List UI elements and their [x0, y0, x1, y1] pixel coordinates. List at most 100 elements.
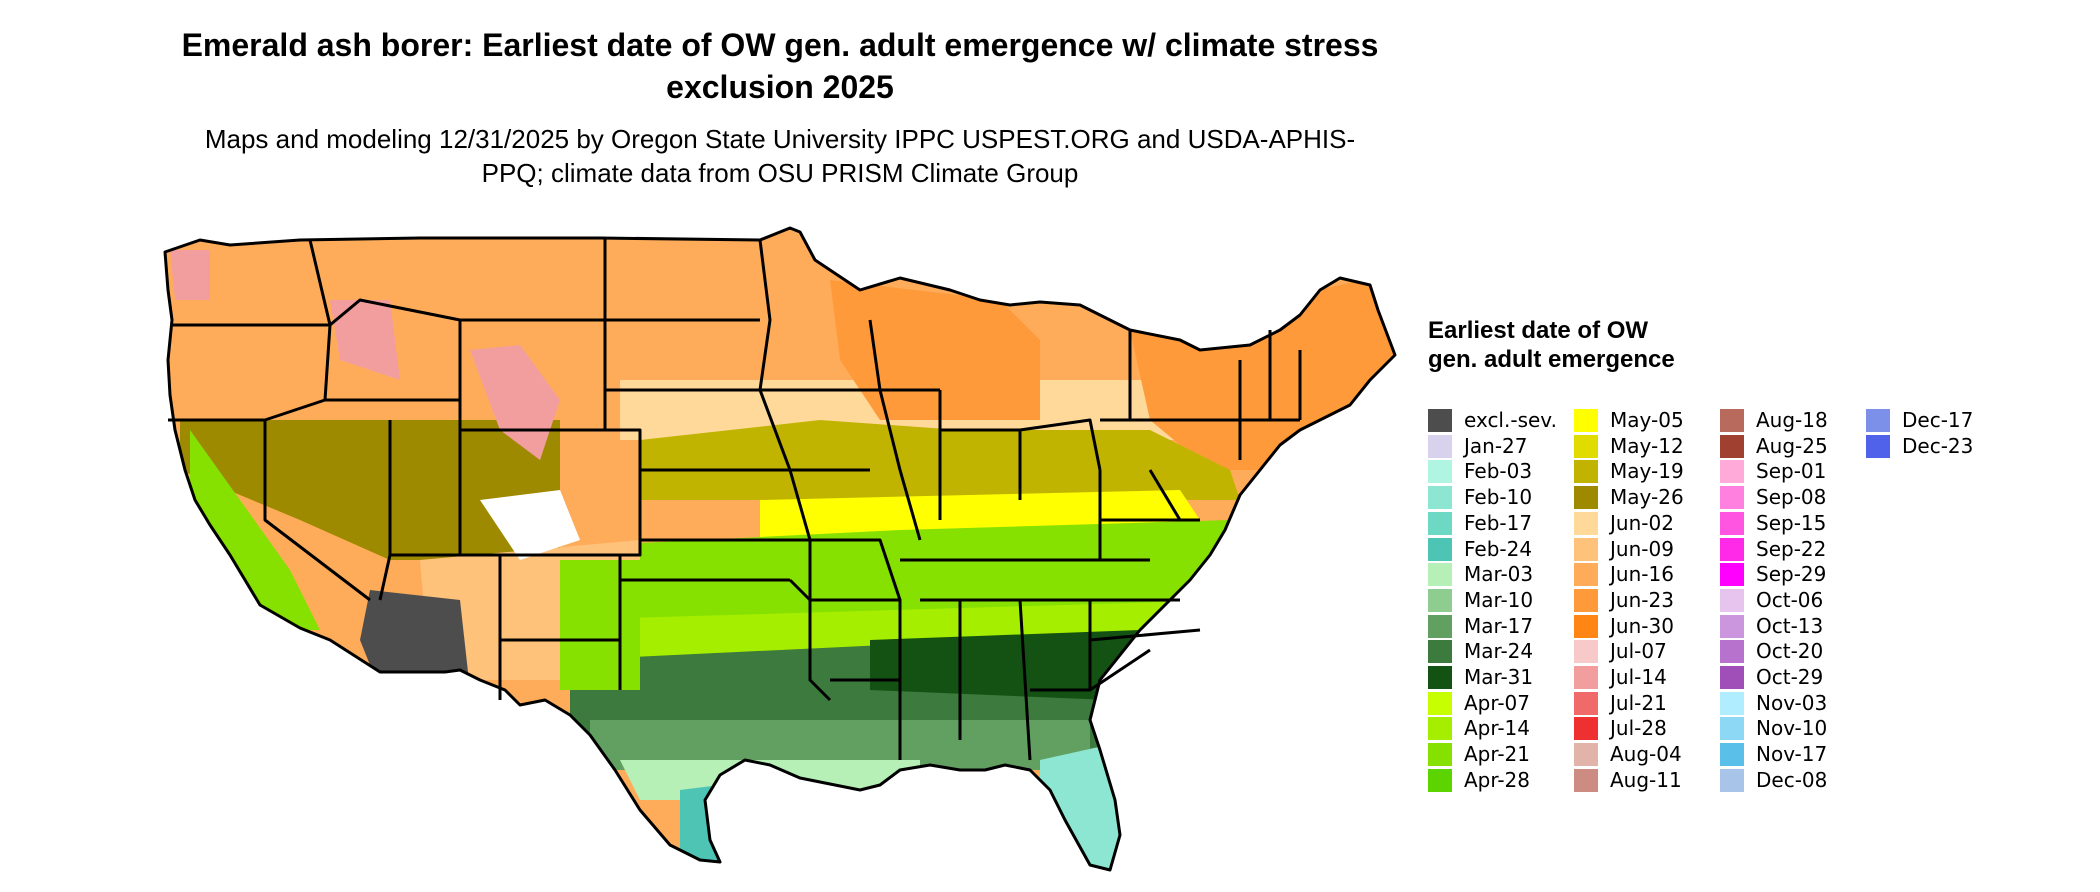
- border-ca-nv: [263, 420, 371, 602]
- border-mn-ia-mo: [758, 388, 902, 601]
- border-mi-in-oh: [938, 390, 1102, 520]
- us-map: [163, 226, 1397, 872]
- legend-label: May-19: [1610, 459, 1684, 484]
- legend-item: Jul-28: [1574, 716, 1714, 742]
- border-mt-wy: [329, 298, 605, 400]
- legend-swatch: [1720, 486, 1744, 510]
- legend-label: Mar-31: [1464, 665, 1534, 689]
- legend-item: Jul-14: [1574, 665, 1714, 691]
- zone-west-mountains: [180, 420, 560, 560]
- border-id: [264, 239, 460, 422]
- zone-rockies-snow: [480, 490, 580, 560]
- legend-label: Dec-23: [1902, 433, 1974, 458]
- zone-ohio-valley: [760, 490, 1200, 545]
- legend-swatch: [1428, 691, 1452, 715]
- legend-item: Nov-03: [1720, 691, 1860, 717]
- legend-item: Sep-08: [1720, 485, 1860, 511]
- legend-swatch: [1574, 486, 1598, 510]
- legend-swatch: [1574, 768, 1598, 792]
- legend-label: Jun-23: [1610, 587, 1674, 612]
- legend-swatch: [1720, 691, 1744, 715]
- legend-item: Jul-07: [1574, 639, 1714, 665]
- legend-item: Dec-17: [1866, 408, 2006, 434]
- legend-label: Feb-03: [1464, 459, 1533, 484]
- legend-item: Jun-02: [1574, 511, 1714, 537]
- legend-item: Jun-09: [1574, 537, 1714, 563]
- legend-item: Sep-01: [1720, 459, 1860, 485]
- legend-label: Mar-10: [1464, 587, 1534, 612]
- legend-item: Oct-20: [1720, 639, 1860, 665]
- legend-label: Dec-17: [1902, 408, 1974, 432]
- legend-item: Nov-10: [1720, 716, 1860, 742]
- legend-swatch: [1574, 537, 1598, 561]
- legend-swatch: [1428, 743, 1452, 767]
- border-va-wv: [1098, 469, 1200, 560]
- legend-label: Apr-21: [1464, 742, 1530, 767]
- legend-item: Feb-17: [1428, 511, 1568, 537]
- border-carolinas: [1088, 600, 1201, 692]
- legend-item: Jun-30: [1574, 614, 1714, 640]
- legend-swatch: [1720, 409, 1744, 432]
- legend-label: Oct-20: [1756, 639, 1824, 664]
- border-ky-tn: [900, 558, 1180, 602]
- legend-swatch: [1720, 666, 1744, 689]
- legend-item: May-19: [1574, 459, 1714, 485]
- legend-label: excl.-sev.: [1464, 408, 1557, 432]
- legend-item: Mar-17: [1428, 614, 1568, 640]
- legend-swatch: [1720, 717, 1744, 741]
- legend-swatch: [1866, 409, 1890, 432]
- legend-swatch: [1574, 460, 1598, 484]
- legend-item: Aug-18: [1720, 408, 1860, 434]
- legend-label: Mar-17: [1464, 613, 1534, 638]
- legend-item: Apr-07: [1428, 691, 1568, 717]
- legend-item: Sep-29: [1720, 562, 1860, 588]
- legend-swatch: [1428, 563, 1452, 587]
- legend-label: Jun-09: [1610, 536, 1674, 561]
- legend-item: Jul-21: [1574, 691, 1714, 717]
- legend-swatch: [1720, 537, 1744, 561]
- legend-item: Aug-11: [1574, 768, 1714, 794]
- zone-central: [600, 520, 1240, 620]
- legend-item: Mar-03: [1428, 562, 1568, 588]
- legend-swatch: [1720, 743, 1744, 767]
- legend-item: Apr-28: [1428, 768, 1568, 794]
- legend-label: Sep-22: [1756, 536, 1827, 561]
- legend-item: Feb-03: [1428, 459, 1568, 485]
- border-wi-il: [868, 319, 940, 541]
- legend-swatch: [1428, 434, 1452, 458]
- legend-swatch: [1428, 588, 1452, 612]
- zone-arizona-excluded: [360, 590, 470, 690]
- legend-label: May-05: [1610, 408, 1684, 432]
- legend-item: May-12: [1574, 434, 1714, 460]
- legend-label: Feb-17: [1464, 510, 1533, 535]
- legend-label: Oct-06: [1756, 587, 1824, 612]
- legend-swatch: [1428, 460, 1452, 484]
- legend-swatch: [1720, 511, 1744, 535]
- legend-swatch: [1866, 434, 1890, 458]
- legend-label: Sep-29: [1756, 562, 1827, 587]
- legend-swatch: [1428, 511, 1452, 535]
- legend-swatch: [1428, 409, 1452, 432]
- legend-label: Aug-11: [1610, 767, 1682, 792]
- border-co-ks: [460, 428, 642, 557]
- legend-swatch: [1428, 640, 1452, 664]
- legend-swatch: [1574, 743, 1598, 767]
- legend-label: Aug-25: [1756, 433, 1828, 458]
- legend-swatch: [1720, 434, 1744, 458]
- legend-label: Jan-27: [1464, 433, 1528, 458]
- legend-swatch: [1574, 640, 1598, 664]
- legend-swatch: [1720, 460, 1744, 484]
- state-borders: [163, 226, 1397, 872]
- zone-cascades: [170, 250, 210, 300]
- legend-label: Sep-08: [1756, 485, 1827, 510]
- legend-swatch: [1574, 588, 1598, 612]
- legend-label: Sep-01: [1756, 459, 1827, 484]
- legend-label: Apr-07: [1464, 690, 1530, 715]
- legend-item: Mar-31: [1428, 665, 1568, 691]
- legend-swatch: [1720, 640, 1744, 664]
- legend-item: Mar-10: [1428, 588, 1568, 614]
- legend-item: excl.-sev.: [1428, 408, 1568, 434]
- legend-label: May-26: [1610, 485, 1684, 510]
- legend-item: Feb-24: [1428, 537, 1568, 563]
- legend-label: Jul-14: [1610, 665, 1667, 689]
